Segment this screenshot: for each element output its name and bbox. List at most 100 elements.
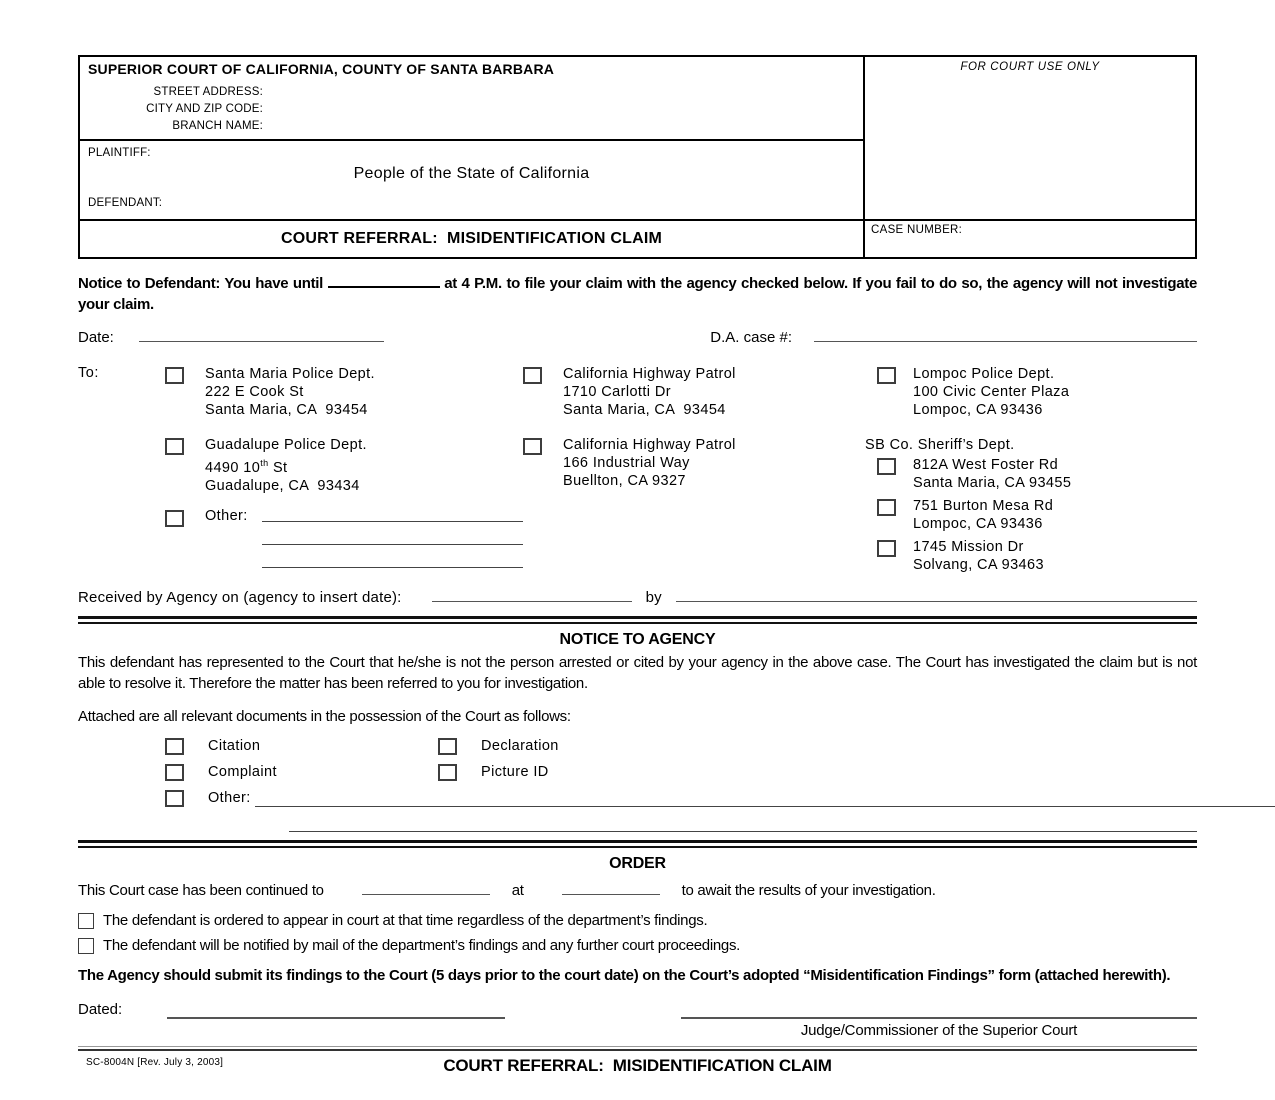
checkbox-citation[interactable] [165,737,184,755]
continued-after: to await the results of your investigati… [681,882,936,899]
doc-label: Citation [208,738,261,754]
checkbox-sheriff-mission[interactable] [877,540,896,557]
checkbox-other-agency[interactable] [165,509,184,527]
blank-other-doc-line-2[interactable] [289,811,1197,832]
blank-continued-time[interactable] [561,880,660,895]
checkbox-declaration[interactable] [438,737,457,755]
blank-judge-signature[interactable] [681,1001,1197,1019]
notice-before-blank: Notice to Defendant: You have until [78,275,324,292]
judge-label: Judge/Commissioner of the Superior Court [800,1022,1078,1039]
sheriff-dept-header: SB Co. Sheriff’s Dept. [865,437,1015,453]
other-agency-label: Other: [205,507,248,524]
agency-city: Santa Maria, CA 93454 [563,402,726,418]
defendant-label: DEFENDANT: [88,197,163,209]
to-label: To: [78,365,99,381]
checkbox-lompoc-pd[interactable] [877,367,896,384]
continued-before: This Court case has been continued to [78,882,324,899]
checkbox-santa-maria-pd[interactable] [165,367,184,384]
agency-name: Lompoc Police Dept. [913,366,1055,382]
date-label: Date: [78,329,114,346]
blank-da-case[interactable] [814,327,1197,342]
agency-address: 166 Industrial Way [563,455,690,471]
agency-city: Lompoc, CA 93436 [913,402,1043,418]
footer-title: COURT REFERRAL: MISIDENTIFICATION CLAIM [443,1056,832,1075]
section-divider [78,616,1197,624]
received-by-label: by [645,589,662,606]
agency-city: Santa Maria, CA 93455 [913,475,1072,491]
checkbox-complaint[interactable] [165,763,184,781]
agency-submit-paragraph: The Agency should submit its findings to… [78,967,1171,984]
order-checkbox-row: The defendant is ordered to appear in co… [78,908,1197,933]
continued-at: at [511,882,524,899]
notice-to-agency-body: This defendant has represented to the Co… [78,654,1197,692]
checkbox-sheriff-burton[interactable] [877,499,896,516]
blank-other-agency-line-1[interactable] [261,508,523,522]
doc-label: Picture ID [481,764,549,780]
other-doc-label: Other: [208,790,251,806]
agency-city: Solvang, CA 93463 [913,557,1044,573]
doc-label: Declaration [481,738,559,754]
agency-name: California Highway Patrol [563,366,736,382]
for-court-use-label: FOR COURT USE ONLY [960,61,1100,73]
agency-column-2: California Highway Patrol 1710 Carlotti … [523,365,865,579]
checkbox-picture-id[interactable] [438,763,457,781]
ordinal-superscript: th [260,458,269,468]
agency-option: Santa Maria Police Dept. 222 E Cook St S… [165,365,523,419]
checkbox-sheriff-foster[interactable] [877,458,896,475]
checkbox-guadalupe-pd[interactable] [165,438,184,455]
blank-continued-date[interactable] [361,880,490,895]
agency-column-1: Santa Maria Police Dept. 222 E Cook St S… [165,365,523,579]
da-case-label: D.A. case #: [710,329,792,346]
blank-date[interactable] [138,327,384,342]
footer: SC-8004N [Rev. July 3, 2003] COURT REFER… [78,1053,1197,1083]
plaintiff-label: PLAINTIFF: [88,147,151,159]
agency-address: 812A West Foster Rd [913,457,1059,473]
blank-received-date[interactable] [431,587,632,602]
city-zip-label: CITY AND ZIP CODE: [146,103,263,115]
case-number-cell[interactable]: CASE NUMBER: [865,221,1195,257]
party-cell: PLAINTIFF: People of the State of Califo… [80,141,863,219]
blank-received-by[interactable] [675,587,1197,602]
notice-to-defendant: Notice to Defendant: You have until at 4… [78,272,1197,315]
street-address-label: STREET ADDRESS: [153,86,263,98]
notice-after-blank: at 4 P.M. to file your claim with the ag… [78,275,1198,313]
blank-other-agency-line-2[interactable] [261,522,523,545]
checkbox-order-appear[interactable] [78,912,94,929]
blank-dated[interactable] [167,1001,506,1019]
checkbox-chp-carlotti[interactable] [523,367,542,384]
doc-row: Citation Declaration [165,733,1197,759]
order-heading: ORDER [609,855,666,872]
court-name: SUPERIOR COURT OF CALIFORNIA, COUNTY OF … [88,61,555,77]
order-continued-line: This Court case has been continued to at… [78,880,1197,905]
agency-option: California Highway Patrol 1710 Carlotti … [523,365,865,419]
order-checkbox1-label: The defendant is ordered to appear in co… [103,912,708,929]
other-agency-option: Other: [165,508,523,568]
agency-name: Guadalupe Police Dept. [205,437,367,453]
plaintiff-name: People of the State of California [353,165,590,182]
branch-name-label: BRANCH NAME: [172,120,263,132]
agency-column-3: Lompoc Police Dept. 100 Civic Center Pla… [865,365,1197,579]
order-checkbox-row: The defendant will be notified by mail o… [78,933,1197,958]
dated-row: Dated: Judge/Commissioner of the Superio… [78,1001,1197,1039]
agency-city: Guadalupe, CA 93434 [205,477,360,494]
doc-row: Other: [165,785,1275,811]
checkbox-order-mail[interactable] [78,937,94,954]
agency-option: Guadalupe Police Dept. 4490 10th St Guad… [165,436,523,495]
agency-option: California Highway Patrol 166 Industrial… [523,436,865,490]
agency-name: Santa Maria Police Dept. [205,366,375,382]
footer-divider [78,1046,1197,1051]
checkbox-other-doc[interactable] [165,789,184,807]
blank-claim-deadline[interactable] [327,272,440,288]
agency-city: Santa Maria, CA 93454 [205,402,368,418]
checkbox-chp-buellton[interactable] [523,438,542,455]
court-address-labels: STREET ADDRESS: CITY AND ZIP CODE: BRANC… [91,84,263,135]
agency-city: Lompoc, CA 93436 [913,516,1043,532]
agency-address: 1745 Mission Dr [913,539,1024,555]
blank-other-doc-line-1[interactable] [254,790,1275,807]
blank-other-agency-line-3[interactable] [261,545,523,568]
agency-selection: To: Santa Maria Police Dept. 222 E Cook … [78,365,1197,579]
agency-address: 751 Burton Mesa Rd [913,498,1054,514]
form-title: COURT REFERRAL: MISIDENTIFICATION CLAIM [80,221,863,257]
order-checkbox2-label: The defendant will be notified by mail o… [103,937,741,954]
